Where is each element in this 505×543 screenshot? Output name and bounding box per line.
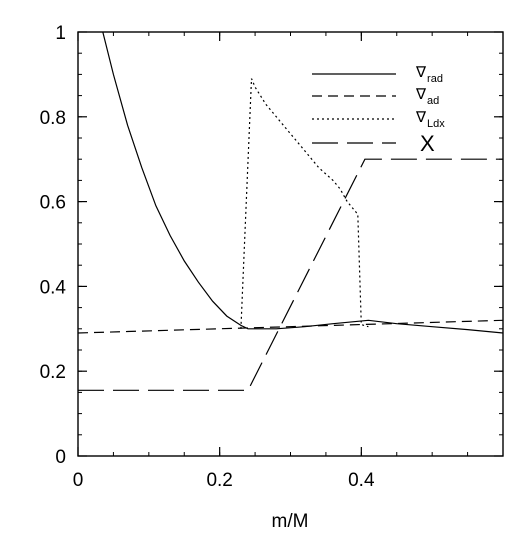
legend-label-3: ∇Ldx xyxy=(415,108,445,130)
y-tick-label: 0 xyxy=(55,447,66,468)
series-line-4 xyxy=(78,158,503,391)
y-tick-label: 0.6 xyxy=(40,193,66,214)
x-tick-label: 0 xyxy=(73,470,84,491)
series-line-3 xyxy=(240,78,369,329)
x-tick-label: 0.4 xyxy=(348,470,375,491)
legend-label-subscript: Ldx xyxy=(427,118,445,130)
y-tick-label: 0.8 xyxy=(40,108,66,129)
x-axis-title: m/M xyxy=(272,511,309,532)
y-tick-label: 0.2 xyxy=(40,362,66,383)
y-tick-label: 0.4 xyxy=(40,277,67,298)
series-line-2 xyxy=(78,319,503,334)
legend-label-1: ∇rad xyxy=(415,63,443,85)
legend-label-subscript: ad xyxy=(427,95,439,107)
axis-ticks xyxy=(77,31,504,457)
series-line-1 xyxy=(102,32,503,334)
y-tick-label: 1 xyxy=(55,23,66,44)
plot-lines xyxy=(78,32,503,391)
x-tick-label: 0.2 xyxy=(206,470,232,491)
legend-label-subscript: rad xyxy=(427,73,443,85)
legend-label-2: ∇ad xyxy=(415,85,439,107)
legend-label-4: X xyxy=(420,131,435,156)
tick-labels: 0 0.2 0.4 0 0.2 0.4 0.6 0.8 1 xyxy=(40,23,375,491)
